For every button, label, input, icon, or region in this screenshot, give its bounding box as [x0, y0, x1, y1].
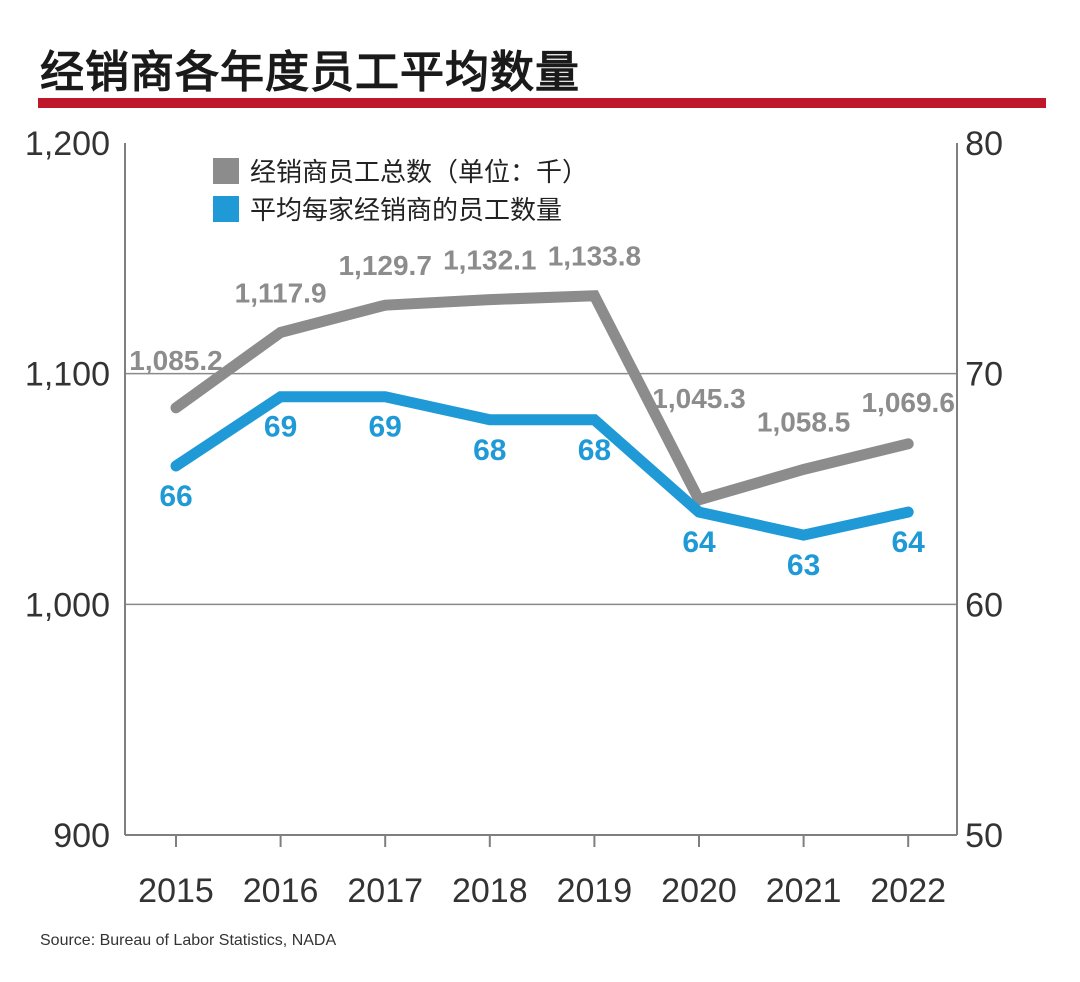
y-left-tick-label: 1,100 — [25, 356, 110, 394]
series-line-employees-per-dealer — [170, 391, 914, 541]
legend-label: 平均每家经销商的员工数量 — [250, 196, 562, 226]
data-label-total: 1,069.6 — [861, 387, 954, 418]
x-tick-label: 2021 — [766, 872, 842, 910]
source-note: Source: Bureau of Labor Statistics, NADA — [40, 932, 337, 949]
data-label-total: 1,133.8 — [548, 241, 641, 272]
data-label-per-dealer: 69 — [369, 411, 402, 444]
x-tick-label: 2017 — [347, 872, 423, 910]
data-label-per-dealer: 64 — [682, 526, 716, 559]
series-lines — [170, 290, 914, 541]
axes — [124, 143, 958, 847]
x-tick-label: 2022 — [870, 872, 946, 910]
data-label-total: 1,129.7 — [338, 250, 431, 281]
x-tick-label: 2019 — [557, 872, 633, 910]
y-left-tick-label: 1,000 — [25, 586, 110, 624]
data-label-total: 1,117.9 — [235, 277, 327, 308]
y-right-tick-label: 50 — [965, 817, 1003, 855]
series-line-total-employees — [170, 290, 914, 507]
legend-swatch — [213, 196, 239, 222]
x-tick-label: 2018 — [452, 872, 528, 910]
tick-labels: 2015 2016 2017 2018 2019 2020 2021 2022 900 1,000… — [25, 125, 1003, 910]
data-label-total: 1,132.1 — [443, 245, 536, 276]
data-label-total: 1,085.2 — [129, 345, 222, 376]
data-label-total: 1,058.5 — [757, 406, 850, 437]
x-tick-label: 2016 — [243, 872, 319, 910]
legend-swatch — [213, 158, 239, 184]
data-label-total: 1,045.3 — [652, 383, 745, 414]
title-rule — [38, 98, 1046, 108]
data-label-per-dealer: 68 — [578, 434, 611, 467]
data-label-per-dealer: 66 — [159, 480, 192, 513]
data-label-per-dealer: 63 — [787, 549, 820, 582]
y-right-tick-label: 80 — [965, 125, 1003, 163]
y-left-tick-label: 1,200 — [25, 125, 110, 163]
data-label-per-dealer: 68 — [473, 434, 506, 467]
y-right-tick-label: 60 — [965, 586, 1003, 624]
y-right-tick-label: 70 — [965, 356, 1003, 394]
x-tick-label: 2020 — [661, 872, 737, 910]
gridlines — [125, 372, 957, 606]
x-tick-label: 2015 — [138, 872, 214, 910]
legend-label: 经销商员工总数（单位：千） — [250, 158, 588, 188]
legend: 经销商员工总数（单位：千） 平均每家经销商的员工数量 — [213, 158, 588, 226]
data-label-per-dealer: 64 — [892, 526, 926, 559]
data-labels: 1,085.2 1,117.9 1,129.7 1,132.1 1,133.8 1,045… — [129, 241, 955, 582]
chart-title: 经销商各年度员工平均数量 — [40, 47, 580, 98]
y-left-tick-label: 900 — [53, 817, 110, 855]
data-label-per-dealer: 69 — [264, 411, 297, 444]
